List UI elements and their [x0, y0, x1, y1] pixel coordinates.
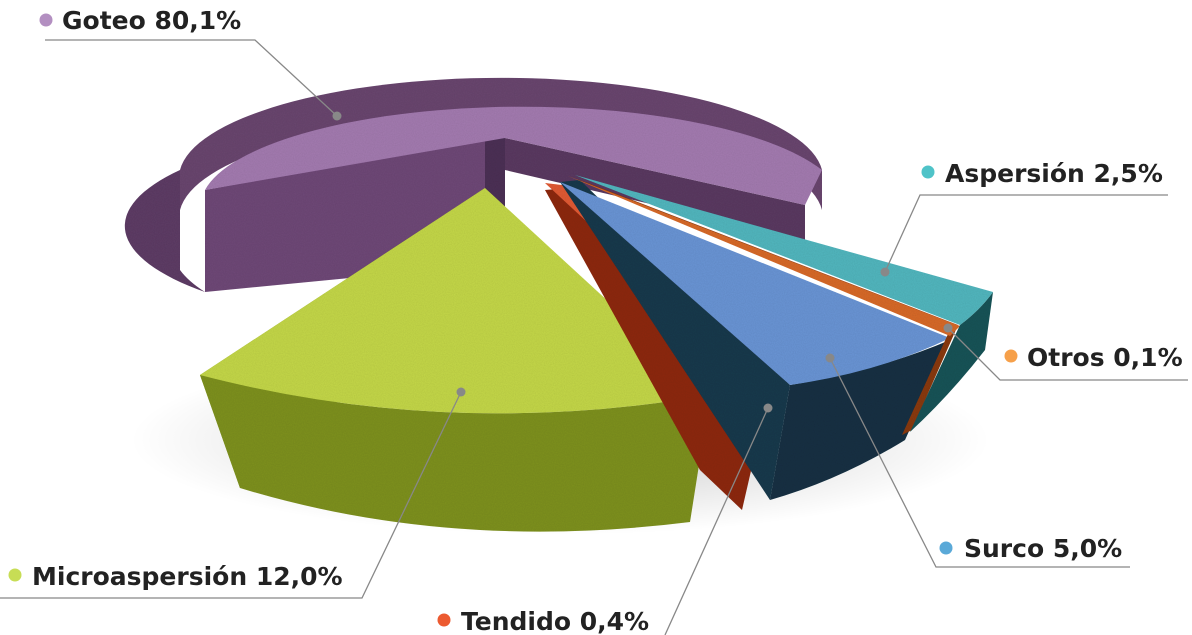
legend-dot-goteo: [39, 13, 53, 27]
legend-dot-otros: [1004, 349, 1018, 363]
legend-label-surco: Surco 5,0%: [964, 534, 1122, 563]
slice-microaspersion-outer-side: [200, 375, 710, 532]
slice-otros: [568, 176, 960, 435]
anchor-dot-goteo: [332, 111, 342, 121]
anchor-dot-tendido: [763, 403, 773, 413]
slice-surco-outer-side: [770, 340, 950, 500]
leader-line-surco: [829, 357, 1130, 568]
slice-otros-side: [575, 178, 958, 435]
slice-surco: [560, 180, 950, 500]
legend-dot-aspersion: [921, 165, 935, 179]
leader-line-goteo: [45, 39, 338, 117]
anchor-dot-surco: [825, 353, 835, 363]
leader-line-aspersion: [884, 194, 1168, 273]
anchor-dot-otros: [943, 323, 953, 333]
slice-otros-top: [568, 176, 960, 336]
slice-aspersion-top: [575, 175, 993, 325]
slice-microaspersion-top: [200, 188, 710, 414]
slice-surco-inner-side: [560, 180, 790, 500]
legend-dot-surco: [939, 541, 953, 555]
legend-dot-microaspersion: [8, 568, 22, 582]
legend-label-microaspersion: Microaspersión 12,0%: [32, 562, 343, 591]
slice-surco-top: [560, 182, 950, 385]
callouts: Goteo 80,1% Aspersión 2,5% Otros 0,1% Su…: [0, 6, 1188, 635]
slice-goteo-inner-right: [505, 138, 805, 240]
slice-tendido-side: [545, 188, 770, 510]
slice-aspersion: [575, 175, 993, 432]
legend-dot-tendido: [437, 613, 451, 627]
slice-goteo-back-side: [180, 77, 822, 210]
legend-label-otros: Otros 0,1%: [1027, 343, 1183, 372]
legend-label-aspersion: Aspersión 2,5%: [945, 159, 1163, 188]
slice-goteo-top: [205, 106, 822, 205]
legend-label-goteo: Goteo 80,1%: [62, 6, 241, 35]
leader-line-tendido: [664, 407, 769, 635]
slice-microaspersion: [200, 188, 710, 532]
slice-goteo-outer-side: [124, 170, 205, 292]
legend-label-tendido: Tendido 0,4%: [461, 607, 649, 635]
leader-line-otros: [947, 327, 1188, 381]
leader-line-microaspersion: [0, 391, 462, 599]
anchor-dot-aspersion: [880, 267, 890, 277]
anchor-dot-microaspersion: [456, 387, 466, 397]
slice-aspersion-outer-side: [910, 292, 993, 432]
